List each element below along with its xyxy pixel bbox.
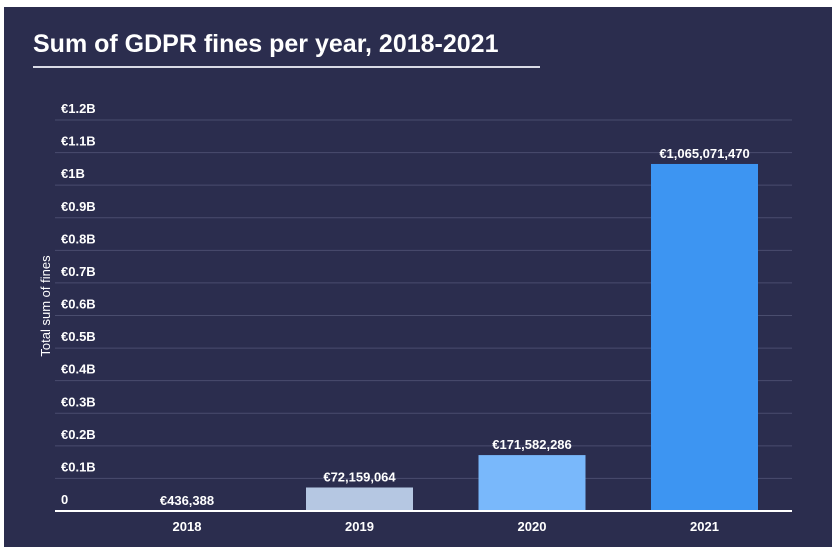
y-tick-label: €0.9B [61, 199, 96, 214]
y-tick-label: 0 [61, 492, 68, 507]
y-tick-label: €0.7B [61, 264, 96, 279]
value-label-2021: €1,065,071,470 [659, 146, 749, 161]
x-tick-label-2019: 2019 [345, 519, 374, 534]
title-underline [33, 66, 540, 68]
y-tick-label: €0.6B [61, 297, 96, 312]
bar-2021 [651, 163, 758, 511]
x-tick-label-2020: 2020 [518, 519, 547, 534]
value-labels: €436,388 €72,159,064 €171,582,286 €1,065,07… [160, 146, 750, 508]
x-tick-label-2021: 2021 [690, 519, 719, 534]
y-tick-label: €0.5B [61, 329, 96, 344]
x-tick-labels: 2018 2019 2020 2021 [173, 519, 719, 534]
x-tick-label-2018: 2018 [173, 519, 202, 534]
y-tick-label: €0.4B [61, 362, 96, 377]
chart-title: Sum of GDPR fines per year, 2018-2021 [33, 30, 499, 58]
value-label-2018: €436,388 [160, 493, 214, 508]
y-tick-label: €1.1B [61, 134, 96, 149]
y-tick-labels: 0 €0.1B €0.2B €0.3B €0.4B €0.5B €0.6B €0.7B €0.8… [61, 101, 96, 507]
value-label-2019: €72,159,064 [323, 469, 396, 484]
bar-2020 [478, 455, 586, 511]
y-tick-label: €0.3B [61, 394, 96, 409]
bar-2019 [306, 487, 413, 511]
y-tick-label: €0.1B [61, 459, 96, 474]
y-tick-label: €0.8B [61, 231, 96, 246]
y-tick-label: €0.2B [61, 427, 96, 442]
value-label-2020: €171,582,286 [492, 437, 572, 452]
bars [133, 163, 758, 512]
y-tick-label: €1B [61, 166, 85, 181]
y-tick-label: €1.2B [61, 101, 96, 116]
y-axis-title: Total sum of fines [38, 255, 53, 357]
